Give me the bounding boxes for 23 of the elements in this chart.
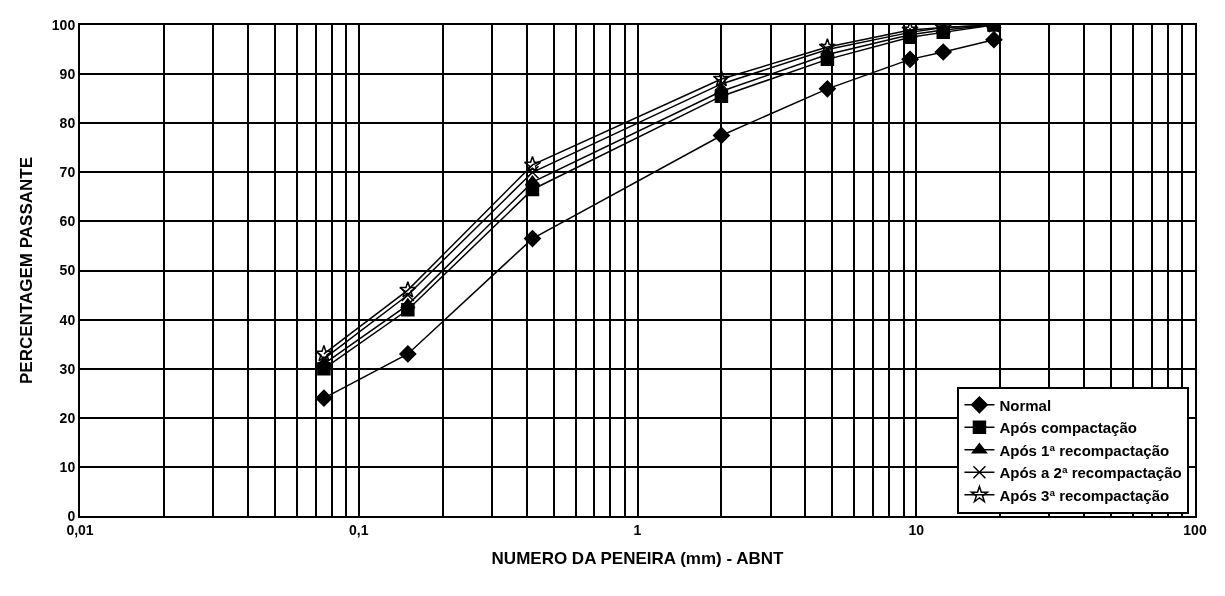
y-tick-label: 90 <box>59 66 76 82</box>
y-tick-label: 40 <box>59 311 76 328</box>
x-tick-label: 100 <box>1183 521 1207 538</box>
y-axis-title: PERCENTAGEM PASSANTE <box>16 156 36 385</box>
legend-label: Após 3ª recompactação <box>999 486 1170 504</box>
legend-label: Após a 2ª recompactação <box>999 464 1182 482</box>
y-tick-label: 20 <box>59 409 76 426</box>
legend-label: Após 1ª recompactação <box>999 441 1170 459</box>
legend-label: Normal <box>999 396 1052 414</box>
x-tick-label: 0,1 <box>349 521 369 538</box>
legend-label: Após compactação <box>999 419 1137 437</box>
y-tick-label: 80 <box>59 115 76 132</box>
x-tick-label: 10 <box>908 521 925 538</box>
x-tick-label: 1 <box>633 521 642 538</box>
y-tick-label: 70 <box>59 164 76 181</box>
x-tick-label: 0,01 <box>66 521 94 538</box>
y-tick-label: 30 <box>59 360 76 377</box>
y-tick-label: 60 <box>59 213 76 230</box>
y-tick-label: 100 <box>51 16 76 33</box>
x-axis-title: NUMERO DA PENEIRA (mm) - ABNT <box>491 548 785 568</box>
y-tick-label: 50 <box>59 262 76 279</box>
y-tick-label: 0 <box>67 507 76 524</box>
y-tick-label: 10 <box>59 458 76 475</box>
